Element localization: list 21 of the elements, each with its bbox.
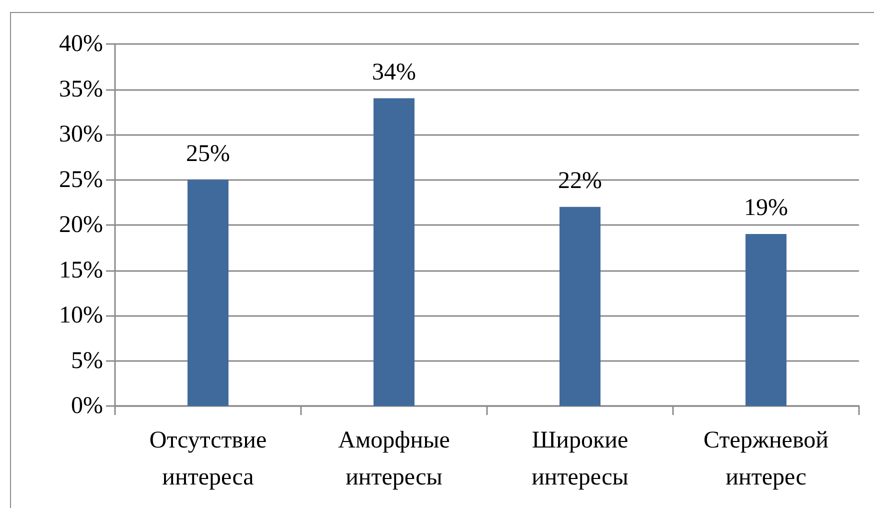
y-tick-label: 25% (59, 166, 103, 193)
x-tick-label: Отсутствие интереса (149, 428, 267, 490)
y-tick-label: 0% (71, 393, 103, 419)
y-tick-label: 30% (59, 122, 103, 148)
bar (746, 234, 786, 406)
y-tick-label: 5% (71, 348, 103, 374)
x-tick-label: Аморфные интересы (338, 428, 450, 490)
y-tick-label: 40% (59, 31, 103, 57)
data-label: 34% (372, 59, 416, 86)
data-label: 19% (744, 195, 788, 222)
bar (188, 180, 228, 406)
y-tick-label: 10% (59, 302, 103, 328)
data-label: 22% (558, 168, 602, 194)
data-label: 25% (186, 140, 230, 167)
x-tick-label: Широкие интересы (532, 428, 628, 490)
y-tick-label: 35% (59, 76, 103, 102)
bar (374, 98, 414, 406)
x-tick-label: Стержневой интерес (704, 428, 829, 490)
bar (560, 206, 600, 406)
y-tick-label: 15% (59, 257, 103, 284)
y-tick-label: 20% (59, 212, 103, 238)
